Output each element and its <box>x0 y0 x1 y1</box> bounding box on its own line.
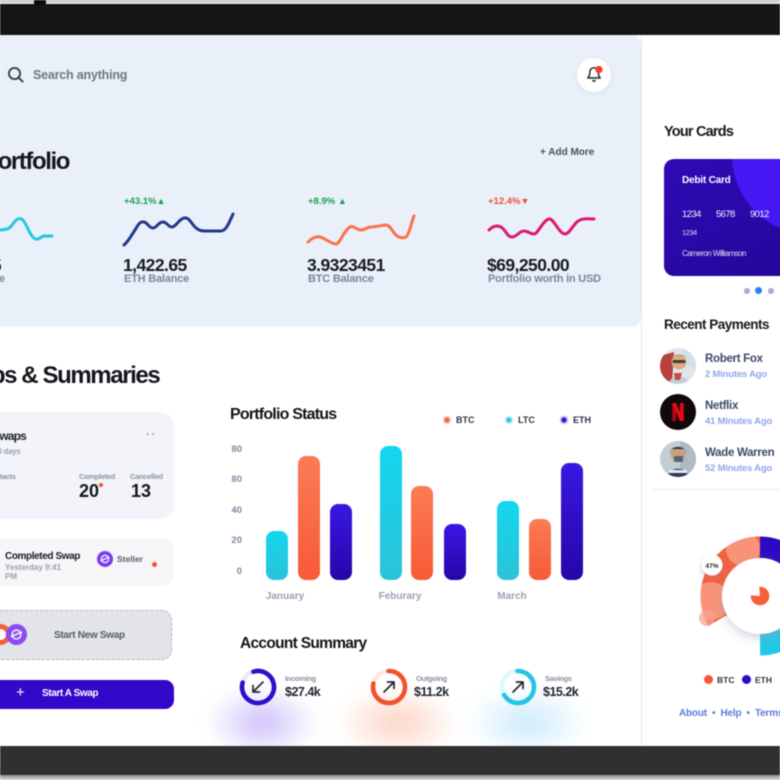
svg-text:47%: 47% <box>705 563 718 570</box>
